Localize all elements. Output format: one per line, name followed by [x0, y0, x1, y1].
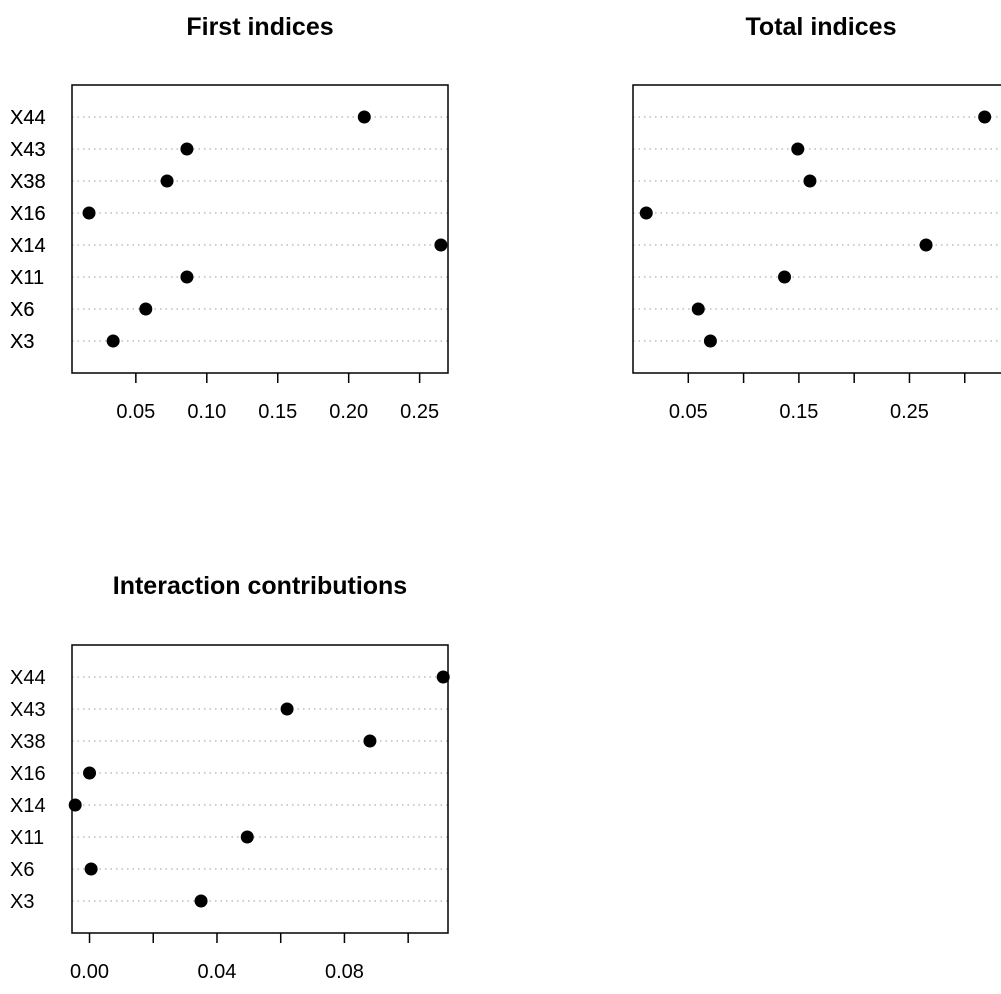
data-point-x43: [280, 702, 294, 716]
data-point-x11: [240, 830, 254, 844]
data-point-x6: [691, 302, 705, 316]
category-label: X11: [10, 267, 44, 289]
data-point-x44: [436, 670, 450, 684]
data-point-x14: [434, 238, 448, 252]
category-label: X3: [10, 331, 34, 353]
category-label: X43: [10, 699, 46, 721]
category-label: X44: [10, 667, 46, 689]
chart-title: First indices: [186, 13, 333, 41]
data-point-x38: [363, 734, 377, 748]
category-label: X43: [10, 139, 46, 161]
category-label: X14: [10, 795, 46, 817]
x-tick-label: 0.10: [187, 401, 226, 423]
data-point-x11: [180, 270, 194, 284]
category-label: X14: [10, 235, 46, 257]
plot-frame: [71, 644, 449, 934]
data-point-x38: [803, 174, 817, 188]
category-label: X44: [10, 107, 46, 129]
x-tick-label: 0.08: [325, 961, 364, 983]
plot-frame: [71, 84, 449, 374]
x-tick-label: 0.04: [198, 961, 237, 983]
chart-panel-3: Interaction contributions X3 X6 X11 X14 X16 X3…: [10, 572, 450, 983]
data-point-x6: [139, 302, 153, 316]
data-point-x6: [84, 862, 98, 876]
category-label: X6: [10, 859, 34, 881]
data-point-x3: [194, 894, 208, 908]
category-label: X6: [10, 299, 34, 321]
data-point-x44: [978, 110, 992, 124]
chart-title: Interaction contributions: [113, 572, 407, 600]
data-point-x16: [639, 206, 653, 220]
chart-title: Total indices: [746, 13, 897, 41]
category-label: X16: [10, 763, 46, 785]
plot-frame: [632, 84, 1001, 374]
data-point-x43: [791, 142, 805, 156]
data-point-x14: [919, 238, 933, 252]
data-point-x43: [180, 142, 194, 156]
category-label: X11: [10, 827, 44, 849]
category-label: X3: [10, 891, 34, 913]
category-label: X16: [10, 203, 46, 225]
data-point-x14: [68, 798, 82, 812]
data-point-x11: [778, 270, 792, 284]
x-tick-label: 0.05: [669, 401, 708, 423]
x-tick-label: 0.25: [400, 401, 439, 423]
data-point-x3: [703, 334, 717, 348]
x-tick-label: 0.00: [70, 961, 109, 983]
category-label: X38: [10, 731, 46, 753]
data-point-x44: [357, 110, 371, 124]
category-label: X43: [10, 139, 46, 161]
x-tick-label: 0.15: [258, 401, 297, 423]
category-label: X44: [10, 107, 46, 129]
data-point-x38: [160, 174, 174, 188]
chart-panel-1: First indices X3 X6 X11 X14 X16 X38 X43 X44 0.05 0…: [10, 13, 449, 423]
data-point-x16: [82, 206, 96, 220]
category-label: X16: [10, 203, 46, 225]
category-label: X11: [10, 267, 44, 289]
x-tick-label: 0.25: [890, 401, 929, 423]
category-label: X3: [10, 331, 34, 353]
data-point-x16: [83, 766, 97, 780]
category-label: X6: [10, 299, 34, 321]
category-label: X38: [10, 171, 46, 193]
x-tick-label: 0.20: [329, 401, 368, 423]
data-point-x3: [106, 334, 120, 348]
category-label: X14: [10, 235, 46, 257]
x-tick-label: 0.15: [779, 401, 818, 423]
x-tick-label: 0.05: [116, 401, 155, 423]
category-label: X38: [10, 171, 46, 193]
chart-panel-2: Total indices X3 X6 X11 X14 X16 X38 X43 X44 0.05 0…: [10, 13, 1001, 423]
